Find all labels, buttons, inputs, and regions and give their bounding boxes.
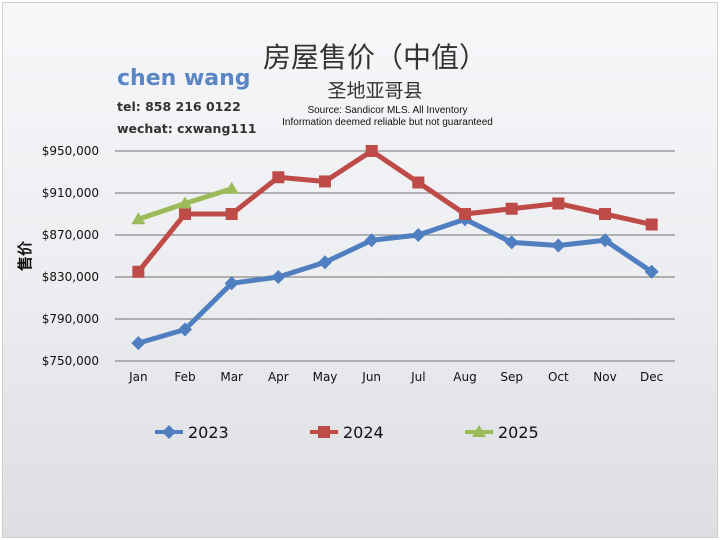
y-tick-label: $750,000: [42, 354, 99, 368]
x-tick-label: Jul: [410, 370, 425, 384]
series-line-2024: [136, 148, 653, 274]
y-tick-label: $950,000: [42, 144, 99, 158]
x-tick-label: Mar: [220, 370, 243, 384]
data-point-2023: [271, 270, 286, 284]
data-point-2024: [179, 208, 191, 220]
legend-marker-2023: [162, 425, 176, 439]
legend-label-2023: 2023: [188, 423, 229, 442]
data-point-2023: [411, 228, 426, 242]
x-tick-label: Nov: [593, 370, 616, 384]
y-axis-label: 售价: [16, 240, 34, 271]
data-point-2024: [645, 218, 658, 231]
x-tick-label: May: [313, 370, 338, 384]
chart-subtitle: 圣地亚哥县: [327, 81, 423, 102]
x-tick-label: Apr: [268, 370, 289, 384]
legend-marker-2025: [472, 425, 486, 437]
data-point-2024: [412, 176, 425, 189]
agent-wechat: wechat: cxwang111: [117, 121, 257, 136]
legend-label-2024: 2024: [343, 423, 384, 442]
x-tick-label: Aug: [453, 370, 476, 384]
data-point-2024: [365, 145, 378, 157]
data-point-2025: [224, 181, 239, 194]
legend-marker-2024: [318, 426, 330, 438]
x-tick-label: Jun: [361, 370, 381, 384]
data-point-2024: [132, 265, 145, 278]
data-point-2023: [178, 322, 192, 337]
y-tick-label: $870,000: [42, 228, 99, 242]
x-tick-label: Dec: [640, 370, 663, 384]
data-point-2024: [319, 175, 331, 188]
agent-tel: tel: 858 216 0122: [117, 99, 241, 114]
x-tick-label: Oct: [548, 370, 569, 384]
disclaimer-note: Information deemed reliable but not guar…: [282, 117, 493, 128]
y-tick-label: $790,000: [42, 312, 99, 326]
source-note: Source: Sandicor MLS. All Inventory: [307, 105, 468, 116]
data-point-2024: [459, 208, 471, 220]
data-point-2023: [318, 255, 332, 270]
series-line-2023: [137, 216, 654, 346]
data-point-2024: [272, 171, 285, 184]
data-point-2023: [504, 235, 519, 250]
data-point-2023: [551, 238, 566, 253]
data-point-2023: [364, 233, 379, 248]
data-point-2023: [644, 264, 659, 279]
data-point-2025: [131, 212, 146, 225]
x-tick-label: Jan: [128, 370, 148, 384]
y-tick-label: $830,000: [42, 270, 99, 284]
data-point-2025: [178, 196, 192, 209]
y-tick-label: $910,000: [42, 186, 99, 200]
x-tick-label: Feb: [174, 370, 195, 384]
data-point-2024: [599, 208, 611, 220]
data-point-2024: [552, 197, 565, 210]
x-tick-label: Sep: [500, 370, 523, 384]
agent-name: chen wang: [117, 66, 251, 91]
chart-title: 房屋售价（中值）: [262, 42, 487, 73]
data-point-2023: [131, 336, 146, 351]
data-point-2024: [505, 202, 518, 215]
data-point-2024: [225, 208, 238, 220]
data-point-2023: [598, 233, 612, 248]
data-point-2023: [224, 276, 239, 291]
legend-label-2025: 2025: [498, 423, 539, 442]
